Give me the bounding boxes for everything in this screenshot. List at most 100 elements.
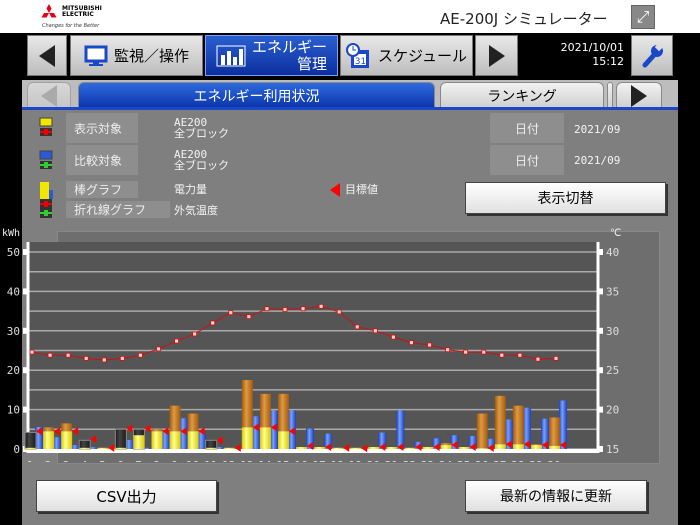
main-nav: 監視／操作 エネルギー 管理 31 スケジュール 2021/10/01 15:12 — [0, 33, 700, 80]
compare-bar — [559, 400, 568, 449]
x-tick-label: 21 — [385, 459, 398, 462]
bar-chart-icon — [216, 45, 246, 66]
refresh-button[interactable]: 最新の情報に更新 — [465, 480, 647, 512]
temperature-point — [336, 309, 342, 315]
target-marker — [54, 427, 61, 436]
y-tick-label-left: 30 — [7, 325, 20, 338]
tab-hidden[interactable] — [607, 82, 613, 108]
display-bar-orange — [187, 413, 199, 432]
tab-label-line2: 管理 — [296, 54, 327, 73]
x-tick-label: 2 — [45, 459, 52, 462]
monitor-icon — [84, 45, 108, 66]
tab-energy-management[interactable]: エネルギー 管理 — [205, 35, 338, 76]
line-graph-label: 折れ線グラフ — [66, 201, 170, 218]
tab-monitor-operation[interactable]: 監視／操作 — [70, 35, 203, 76]
display-bar-yellow — [512, 444, 524, 449]
brand-tagline: Changes for the Better — [42, 23, 100, 29]
arrow-left-icon — [41, 84, 57, 107]
datetime-display: 2021/10/01 15:12 — [522, 37, 628, 77]
target-marker — [144, 424, 151, 433]
compare-bar — [468, 435, 477, 449]
display-bar-yellow — [440, 445, 452, 449]
tab-ranking[interactable]: ランキング — [440, 82, 604, 108]
tick-mark — [23, 327, 28, 334]
temperature-point — [264, 306, 270, 312]
compare-bar — [125, 439, 134, 449]
compare-bar — [251, 416, 260, 449]
temperature-point — [499, 352, 505, 358]
time: 15:12 — [592, 55, 624, 68]
resize-icon[interactable]: ⤢ — [631, 5, 655, 29]
tick-mark — [598, 327, 603, 334]
csv-export-button[interactable]: CSV出力 — [36, 480, 217, 512]
compare-bar — [306, 428, 315, 449]
target-marker — [162, 427, 169, 436]
bar-graph-label: 棒グラフ — [66, 181, 138, 198]
display-bar-nodata — [114, 428, 127, 450]
target-marker — [180, 427, 187, 436]
display-date-value: 2021/09 — [574, 123, 621, 136]
target-marker — [325, 443, 332, 452]
temperature-point — [228, 310, 234, 316]
nav-prev-button[interactable] — [27, 35, 67, 76]
x-tick-label: 13 — [240, 459, 253, 462]
x-tick-label: 29 — [529, 459, 542, 462]
energy-usage-panel: 表示対象 AE200 全ブロック 日付 2021/09 比較対象 AE200 全ブロ… — [2, 110, 678, 525]
y-tick-label-right: 25 — [606, 364, 619, 377]
compare-target-scope: 全ブロック — [174, 159, 229, 172]
tick-mark — [598, 288, 603, 295]
tab-energy-usage[interactable]: エネルギー利用状況 — [78, 82, 435, 108]
calendar-day: 31 — [355, 57, 366, 67]
target-marker — [433, 443, 440, 452]
display-bar-yellow — [259, 427, 271, 449]
temperature-point — [29, 349, 35, 355]
target-marker — [216, 436, 223, 445]
x-tick-label: 28 — [511, 459, 524, 462]
temperature-point — [300, 306, 306, 312]
temperature-point — [481, 349, 487, 355]
x-tick-label: 12 — [222, 459, 235, 462]
energy-chart-svg: kWh℃010203040501520253035401234567891011… — [2, 228, 621, 462]
display-bar-yellow — [494, 444, 506, 449]
arrow-left-icon — [39, 44, 55, 67]
compare-bar — [143, 447, 152, 449]
settings-button[interactable] — [631, 35, 673, 76]
temperature-point — [156, 346, 161, 352]
x-tick-label: 23 — [421, 459, 434, 462]
display-bar-yellow — [296, 447, 308, 449]
temperature-point — [282, 307, 288, 312]
arrow-right-icon — [631, 84, 647, 107]
subnav-prev-button[interactable] — [27, 82, 71, 108]
compare-target-icon — [39, 150, 53, 169]
subnav-next-button[interactable] — [616, 82, 662, 108]
temperature-point — [119, 355, 125, 361]
target-marker — [397, 443, 404, 452]
compare-bar — [450, 435, 459, 449]
x-tick-label: 16 — [294, 459, 307, 462]
toggle-display-button[interactable]: 表示切替 — [465, 182, 666, 214]
display-bar-orange — [549, 417, 561, 446]
x-tick-label: 11 — [204, 459, 217, 462]
display-bar-yellow — [169, 431, 181, 449]
compare-bar — [324, 433, 333, 449]
tab-schedule[interactable]: 31 スケジュール — [340, 35, 473, 76]
display-bar-yellow — [241, 427, 253, 449]
x-tick-label: 9 — [171, 459, 178, 462]
target-marker — [379, 443, 386, 452]
date: 2021/10/01 — [560, 41, 624, 54]
display-target-value: AE200 全ブロック — [174, 117, 229, 139]
display-bar-yellow — [277, 431, 289, 449]
temperature-point — [427, 342, 432, 348]
tick-mark — [23, 406, 28, 413]
y-tick-label-left: 50 — [7, 246, 20, 259]
target-marker — [487, 443, 494, 452]
compare-bar — [179, 418, 188, 449]
target-marker — [90, 435, 97, 444]
display-bar-nodata — [78, 439, 91, 450]
x-tick-label: 6 — [117, 459, 124, 462]
nav-next-button[interactable] — [475, 35, 518, 76]
x-tick-label: 14 — [258, 459, 272, 462]
x-tick-label: 27 — [493, 459, 506, 462]
display-bar-orange — [476, 413, 488, 449]
temperature-point — [463, 349, 469, 355]
